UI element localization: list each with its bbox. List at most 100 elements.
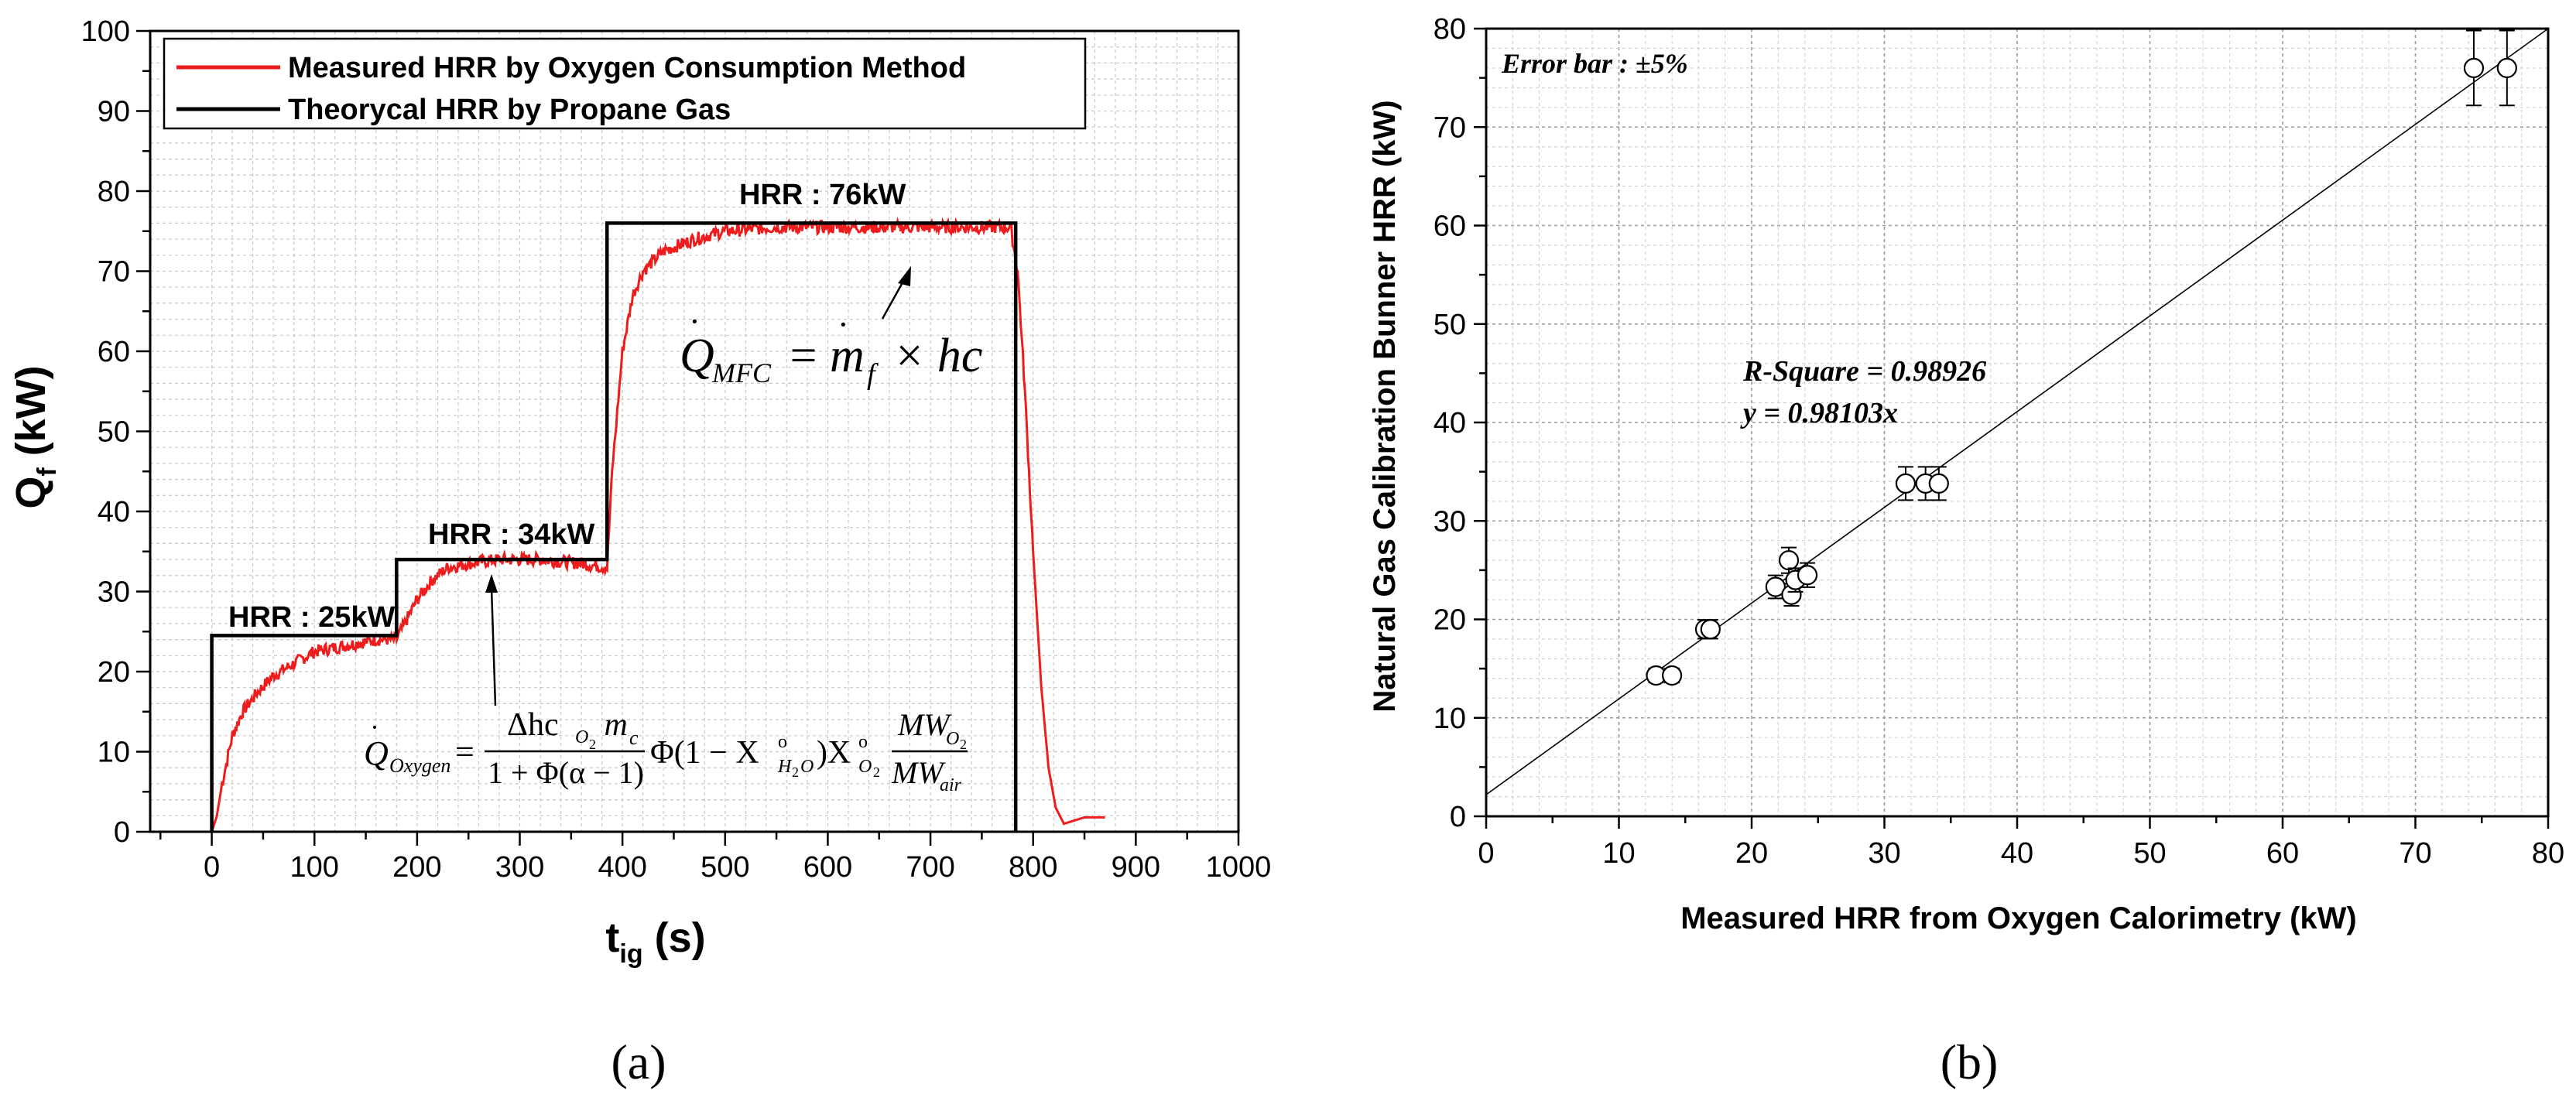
series-measured-hrr bbox=[211, 216, 1105, 833]
y-tick-label: 30 bbox=[1434, 505, 1466, 538]
x-tick-label: 400 bbox=[598, 851, 646, 884]
y-title-main: Q bbox=[8, 477, 54, 509]
eq-oxy-mid-sub3: O bbox=[800, 757, 814, 777]
eq-mfc-m: m bbox=[830, 330, 865, 382]
eq-oxy-f2-num: MW bbox=[897, 707, 952, 742]
equation-mfc: Q · MFC = m · f × hc bbox=[680, 303, 982, 391]
eq-oxy-f2-num-sub: O bbox=[946, 729, 959, 749]
x-tick-label: 500 bbox=[701, 851, 749, 884]
x-tick-label: 30 bbox=[1868, 837, 1900, 870]
x-tick-label: 20 bbox=[1735, 837, 1768, 870]
y-tick-label: 20 bbox=[98, 656, 130, 689]
y-tick-label: 0 bbox=[1450, 801, 1466, 833]
y-title-unit: (kW) bbox=[8, 365, 54, 467]
x-tick-label: 100 bbox=[290, 851, 339, 884]
x-tick-label: 900 bbox=[1112, 851, 1160, 884]
eq-oxy-mid-sub: H bbox=[777, 757, 793, 777]
arrow-mfc bbox=[881, 266, 911, 320]
chart-a-grid bbox=[150, 30, 1239, 832]
panel-label-b: (b) bbox=[1941, 1034, 1999, 1089]
y-tick-label: 70 bbox=[98, 256, 130, 289]
x-tick-label: 300 bbox=[495, 851, 544, 884]
x-title-sub: ig bbox=[619, 939, 642, 969]
eq-oxy-num-m: m bbox=[596, 707, 628, 743]
chart-b: 0 10 20 30 40 50 60 70 80 0 10 20 30 40 50 60 70 80 Error… bbox=[1368, 13, 2564, 1089]
eq-mfc-m-dot: · bbox=[838, 306, 849, 344]
eq-oxy-mid2-sup: o bbox=[858, 732, 868, 752]
eq-oxy-mid2: )X bbox=[817, 735, 851, 771]
x-tick-label: 80 bbox=[2532, 837, 2564, 870]
chart-a-series bbox=[210, 216, 1105, 833]
y-tick-label: 90 bbox=[98, 96, 130, 128]
eq-oxy-mid-sup: o bbox=[778, 732, 787, 752]
eq-mfc-sub: MFC bbox=[711, 357, 772, 388]
x-tick-label: 50 bbox=[2133, 837, 2166, 870]
data-point bbox=[2463, 57, 2485, 79]
x-tick-label: 0 bbox=[1478, 837, 1494, 870]
eq-oxy-mid-sub2: 2 bbox=[792, 764, 799, 780]
y-tick-label: 40 bbox=[1434, 407, 1466, 439]
eq-mfc-m-sub: f bbox=[867, 358, 879, 391]
eq-oxy-f2-num-sub2: 2 bbox=[960, 737, 967, 752]
chart-b-plot-frame bbox=[1485, 27, 2550, 818]
chart-b-grid bbox=[1486, 29, 2548, 816]
chart-a-y-axis-title: Qf (kW) bbox=[8, 365, 62, 508]
chart-b-error-bar-label: Error bar : ±5% bbox=[1501, 48, 1688, 79]
x-tick-label: 600 bbox=[803, 851, 852, 884]
x-title-main: t bbox=[605, 915, 619, 961]
eq-oxy-equals: = bbox=[455, 733, 474, 771]
x-title-unit: (s) bbox=[643, 915, 706, 961]
eq-oxy-num-m-sub: c bbox=[629, 727, 639, 749]
y-tick-label: 0 bbox=[114, 816, 130, 849]
legend-label-theoretical: Theorycal HRR by Propane Gas bbox=[288, 94, 731, 126]
x-tick-label: 0 bbox=[204, 851, 220, 884]
annotation-hrr-34: HRR : 34kW bbox=[428, 518, 594, 551]
chart-b-equation: y = 0.98103x bbox=[1740, 397, 1898, 429]
y-tick-label: 70 bbox=[1434, 111, 1466, 144]
x-tick-label: 200 bbox=[392, 851, 441, 884]
eq-oxy-num-sub: O bbox=[575, 727, 588, 747]
eq-mfc-dot: · bbox=[689, 303, 701, 340]
chart-a-legend: Measured HRR by Oxygen Consumption Metho… bbox=[163, 37, 1087, 130]
chart-b-fit-line bbox=[1485, 28, 2549, 795]
chart-a-x-axis-title: tig (s) bbox=[605, 915, 705, 969]
x-tick-label: 700 bbox=[906, 851, 954, 884]
data-point bbox=[1765, 576, 1786, 597]
chart-a: 0 100 200 300 400 500 600 700 800 900 1000 0 10 20 30 4… bbox=[8, 15, 1271, 1089]
legend-label-measured: Measured HRR by Oxygen Consumption Metho… bbox=[288, 52, 966, 84]
y-tick-label: 50 bbox=[98, 416, 130, 449]
data-point bbox=[1797, 565, 1818, 586]
chart-b-y-axis-title: Natural Gas Calibration Bunner HRR (kW) bbox=[1368, 100, 1402, 712]
legend-box bbox=[163, 37, 1087, 130]
data-point bbox=[1895, 473, 1917, 494]
equation-oxygen: Q · Oxygen = Δhc O 2 m c 1 + Φ(α − 1) Φ(… bbox=[364, 707, 968, 795]
annotation-hrr-25: HRR : 25kW bbox=[228, 601, 395, 634]
data-point bbox=[1662, 665, 1683, 686]
y-tick-label: 10 bbox=[1434, 703, 1466, 735]
y-tick-label: 40 bbox=[98, 496, 130, 528]
x-tick-label: 70 bbox=[2399, 837, 2431, 870]
y-title-sub: f bbox=[33, 467, 62, 477]
y-tick-label: 20 bbox=[1434, 604, 1466, 637]
x-tick-label: 40 bbox=[2001, 837, 2033, 870]
chart-a-plot-frame bbox=[149, 29, 1240, 833]
y-tick-label: 80 bbox=[1434, 13, 1466, 46]
chart-a-ticks: 0 100 200 300 400 500 600 700 800 900 1000 0 10 20 30 4… bbox=[81, 15, 1272, 884]
eq-oxy-q: Q bbox=[364, 734, 389, 772]
x-tick-label: 10 bbox=[1602, 837, 1635, 870]
chart-b-x-axis-title: Measured HRR from Oxygen Calorimetry (kW… bbox=[1680, 901, 2357, 935]
y-tick-label: 60 bbox=[1434, 210, 1466, 243]
chart-b-ticks: 0 10 20 30 40 50 60 70 80 0 10 20 30 40 50 60 70 80 bbox=[1434, 13, 2564, 870]
x-tick-label: 800 bbox=[1009, 851, 1057, 884]
data-point bbox=[1700, 619, 1721, 640]
data-point bbox=[1778, 550, 1800, 571]
eq-oxy-q-sub: Oxygen bbox=[389, 754, 450, 777]
eq-mfc-q: Q bbox=[680, 330, 714, 382]
x-tick-label: 60 bbox=[2266, 837, 2299, 870]
eq-mfc-rhs: × hc bbox=[881, 330, 982, 382]
eq-oxy-f2-den-sub: air bbox=[940, 775, 962, 795]
y-tick-label: 60 bbox=[98, 336, 130, 368]
panel-label-a: (a) bbox=[611, 1034, 666, 1089]
eq-oxy-mid: Φ(1 − X bbox=[650, 735, 759, 771]
